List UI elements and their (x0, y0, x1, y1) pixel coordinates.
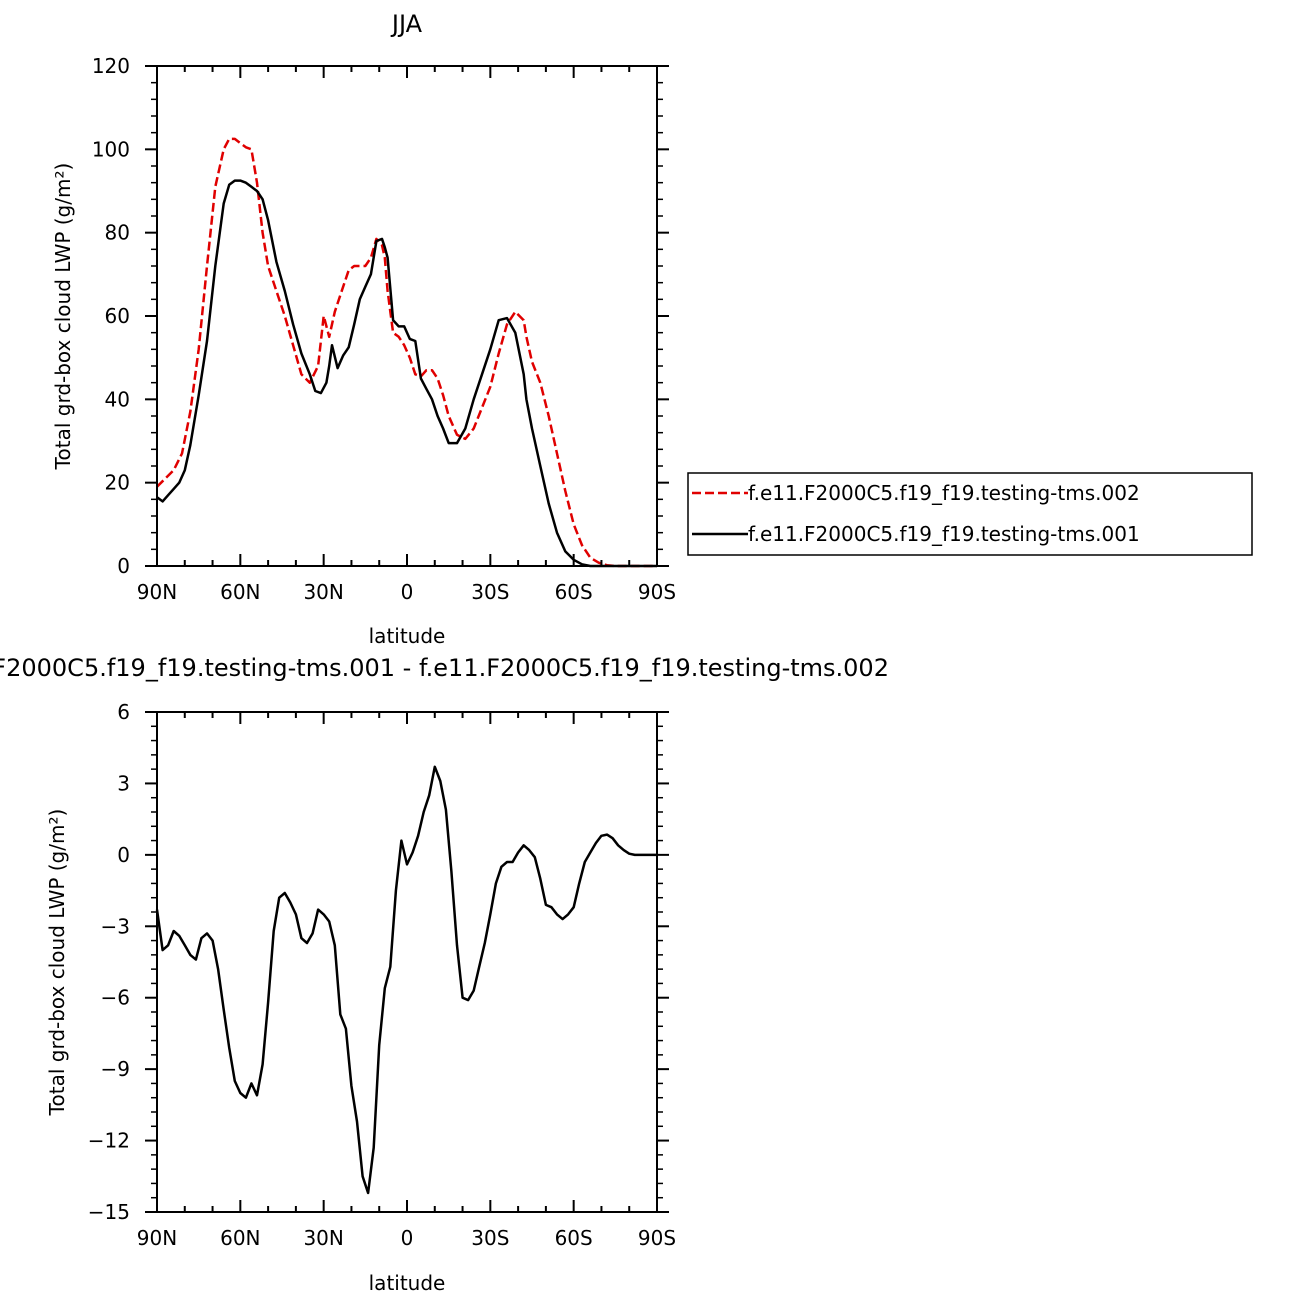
bottom-x-axis-label: latitude (369, 1271, 446, 1295)
top-xtick-label: 60N (220, 580, 260, 604)
top-ytick-label: 120 (92, 54, 130, 78)
bottom-xtick-label: 90N (137, 1226, 177, 1250)
top-ytick-label: 60 (105, 304, 130, 328)
top-ytick-label: 40 (105, 387, 130, 411)
top-y-axis-label: Total grd-box cloud LWP (g/m²) (51, 163, 75, 471)
top-x-axis-label: latitude (369, 624, 446, 648)
bottom-xtick-label: 90S (638, 1226, 676, 1250)
top-chart-title: JJA (390, 10, 423, 38)
top-plot-frame (156, 65, 658, 567)
top-ytick-label: 80 (105, 221, 130, 245)
top-series-line-0 (156, 137, 657, 568)
top-xtick-label: 0 (401, 580, 414, 604)
top-series-line-1 (156, 179, 657, 568)
bottom-xtick-label: 30N (303, 1226, 343, 1250)
top-chart: JJA 90N 60N 30N 0 30S 60S 90S 0 20 40 60 80 100 120 l… (51, 10, 1253, 648)
legend-box (687, 472, 1253, 556)
top-ytick-label: 20 (105, 471, 130, 495)
bottom-chart-series (155, 765, 657, 1195)
bottom-ytick-label: −12 (88, 1129, 130, 1153)
top-ytick-label: 100 (92, 137, 130, 161)
bottom-xtick-label: 30S (471, 1226, 509, 1250)
bottom-xtick-label: 60N (220, 1226, 260, 1250)
bottom-ytick-label: 6 (117, 700, 130, 724)
top-xtick-label: 60S (555, 580, 593, 604)
top-xtick-label: 30S (471, 580, 509, 604)
bottom-chart-ticks: 90N 60N 30N 0 30S 60S 90S −15 −12 −9 −6 −3 0 3 6 (88, 700, 676, 1250)
bottom-series-line-0 (155, 765, 657, 1195)
top-chart-series (156, 137, 657, 568)
bottom-ytick-label: −15 (88, 1200, 130, 1224)
top-xtick-label: 90N (137, 580, 177, 604)
bottom-ytick-label: −3 (101, 914, 130, 938)
bottom-chart: f.e11.F2000C5.f19_f19.testing-tms.001 - … (0, 654, 889, 1295)
bottom-ytick-label: 3 (117, 771, 130, 795)
bottom-ytick-label: −6 (101, 986, 130, 1010)
top-xtick-label: 90S (638, 580, 676, 604)
bottom-chart-title: f.e11.F2000C5.f19_f19.testing-tms.001 - … (0, 654, 889, 682)
top-xtick-label: 30N (303, 580, 343, 604)
legend-label-tms-001: f.e11.F2000C5.f19_f19.testing-tms.001 (748, 522, 1140, 546)
bottom-plot-frame (156, 711, 658, 1213)
bottom-y-axis-label: Total grd-box cloud LWP (g/m²) (45, 809, 69, 1117)
legend: f.e11.F2000C5.f19_f19.testing-tms.002 f.… (687, 472, 1253, 556)
bottom-xtick-label: 60S (555, 1226, 593, 1250)
bottom-ytick-label: −9 (101, 1057, 130, 1081)
bottom-ytick-label: 0 (117, 843, 130, 867)
bottom-xtick-label: 0 (401, 1226, 414, 1250)
legend-label-tms-002: f.e11.F2000C5.f19_f19.testing-tms.002 (748, 481, 1140, 505)
top-chart-ticks: 90N 60N 30N 0 30S 60S 90S 0 20 40 60 80 100 120 (92, 54, 676, 604)
top-ytick-label: 0 (117, 554, 130, 578)
